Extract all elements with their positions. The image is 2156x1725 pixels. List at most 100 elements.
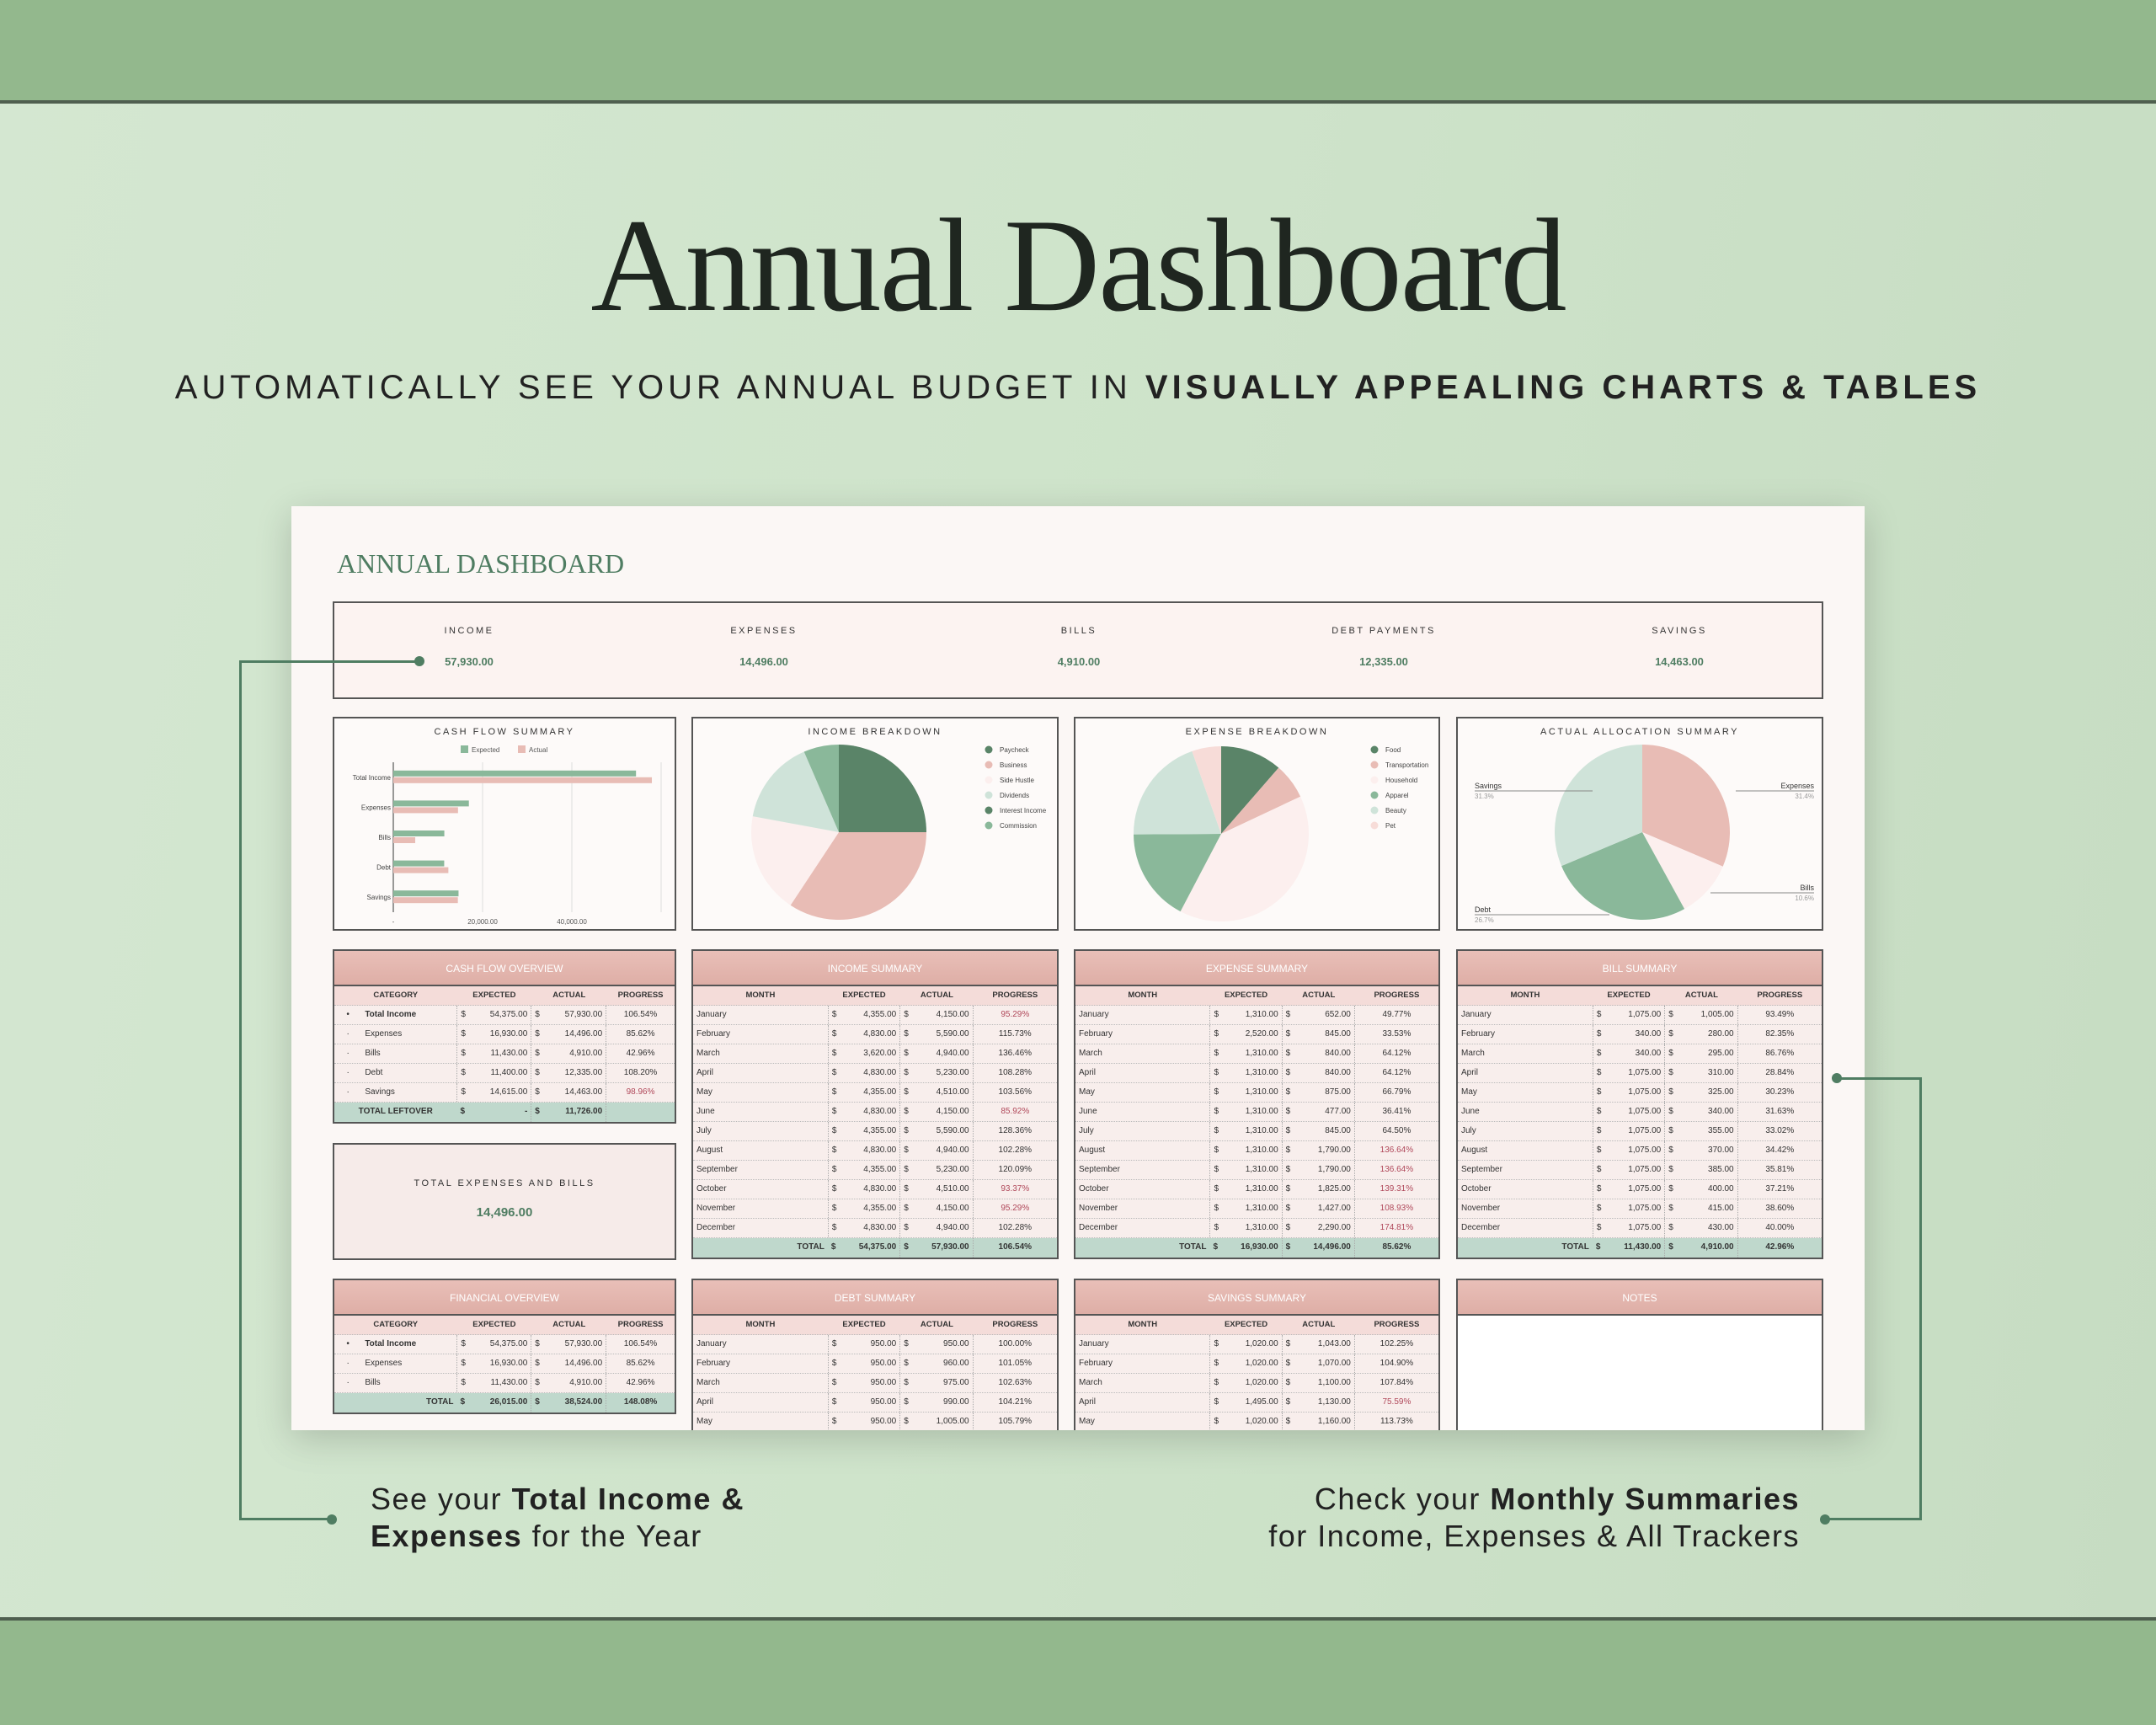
expected-value: 950.00	[846, 1335, 901, 1354]
progress-value: 40.00%	[1765, 1223, 1795, 1232]
subtitle-bold: VISUALLY APPEALING CHARTS & TABLES	[1145, 369, 1982, 406]
currency-sign: $	[1592, 1141, 1611, 1160]
currency-sign: $	[827, 1083, 846, 1102]
currency-sign: $	[904, 1397, 909, 1407]
total-expected: -	[474, 1103, 532, 1122]
callout-value: 10.6%	[1795, 895, 1814, 902]
expected-value: 340.00	[1610, 1044, 1666, 1063]
total-expenses-bills-value: 14,496.00	[476, 1205, 533, 1220]
column-header: MONTH	[1510, 991, 1540, 1000]
table-row: May $950.00 $1,005.00 105.79%	[693, 1413, 1057, 1430]
bullet-icon: ·	[346, 1049, 350, 1058]
annotation-right: Check your Monthly Summaries for Income,…	[1268, 1481, 1800, 1555]
progress-value: 115.73%	[998, 1029, 1032, 1039]
actual-value: 477.00	[1300, 1103, 1355, 1121]
x-tick-label: 20,000.00	[467, 918, 498, 926]
pie-slice-transportation	[1221, 767, 1301, 834]
progress-value: 36.41%	[1382, 1107, 1412, 1116]
column-header: ACTUAL	[552, 1320, 586, 1329]
total-expenses-bills-label: TOTAL EXPENSES AND BILLS	[414, 1178, 595, 1188]
progress-value: 33.02%	[1765, 1126, 1795, 1135]
progress-value: 102.28%	[998, 1223, 1033, 1232]
table-row: September $1,310.00 $1,790.00 136.64%	[1075, 1161, 1438, 1180]
actual-value: 4,910.00	[548, 1044, 607, 1063]
table-row: December $1,075.00 $430.00 40.00%	[1458, 1219, 1822, 1238]
currency-sign: $	[1285, 1010, 1291, 1019]
expected-value: 1,075.00	[1610, 1180, 1666, 1199]
currency-sign: $	[904, 1049, 909, 1058]
currency-sign: $	[1592, 1083, 1611, 1102]
progress-value: 120.09%	[998, 1165, 1033, 1174]
row-label: February	[696, 1029, 731, 1039]
hero-subtitle: AUTOMATICALLY SEE YOUR ANNUAL BUDGET IN …	[0, 369, 2156, 407]
currency-sign: $	[535, 1068, 540, 1077]
currency-sign: $	[1285, 1397, 1291, 1407]
legend-swatch	[461, 745, 468, 753]
legend-dot	[985, 821, 993, 830]
stat-label: DEBT PAYMENTS	[1331, 626, 1436, 636]
pie-slice-commission	[803, 745, 839, 832]
progress-value: 37.21%	[1765, 1184, 1795, 1194]
currency-sign: $	[535, 1339, 540, 1348]
pie-slice-bills	[1642, 832, 1723, 910]
expected-value: 1,310.00	[1228, 1006, 1283, 1024]
bar-actual	[393, 867, 449, 873]
y-category-label: Debt	[376, 864, 392, 872]
expected-value: 1,075.00	[1610, 1199, 1666, 1218]
row-label: March	[696, 1049, 720, 1058]
row-label: December	[1461, 1223, 1501, 1232]
expected-value: 1,310.00	[1228, 1083, 1283, 1102]
progress-value: 34.42%	[1765, 1146, 1795, 1155]
currency-sign: $	[1285, 1165, 1291, 1174]
progress-value: 108.20%	[623, 1068, 658, 1077]
row-label: October	[1079, 1184, 1109, 1194]
legend-label: Apparel	[1385, 792, 1409, 799]
row-label: September	[1461, 1165, 1502, 1174]
pie-slice-side-hustle	[751, 816, 839, 905]
column-header: MONTH	[745, 1320, 776, 1329]
currency-sign: $	[904, 1068, 909, 1077]
currency-sign: $	[827, 1103, 846, 1121]
callout-value: 26.7%	[1475, 916, 1494, 924]
row-label: March	[1461, 1049, 1485, 1058]
currency-sign: $	[827, 1335, 846, 1354]
table-row: December $1,310.00 $2,290.00 174.81%	[1075, 1219, 1438, 1238]
pie-chart-svg: Expenses 31.4% Bills 10.6% Debt 26.7% Savings 3…	[1475, 745, 1814, 924]
notes-area[interactable]	[1458, 1316, 1822, 1430]
table-row: March $340.00 $295.00 86.76%	[1458, 1044, 1822, 1064]
bar-actual	[393, 897, 458, 904]
callout-label: Bills	[1800, 884, 1814, 892]
expected-value: 950.00	[846, 1354, 901, 1373]
currency-sign: $	[904, 1126, 909, 1135]
currency-sign: $	[1595, 1242, 1601, 1252]
total-row: TOTAL $16,930.00 $14,496.00 85.62%	[1075, 1238, 1438, 1258]
total-actual: 38,524.00	[548, 1393, 607, 1413]
actual-value: 385.00	[1684, 1161, 1738, 1179]
currency-sign: $	[456, 1335, 473, 1354]
annotation-left: See your Total Income & Expenses for the…	[371, 1481, 744, 1555]
expense-summary-table: EXPENSE SUMMARY MONTH EXPECTED ACTUAL PROGRE…	[1074, 949, 1440, 1259]
expected-value: 4,355.00	[846, 1199, 901, 1218]
expected-value: 1,075.00	[1610, 1161, 1666, 1179]
pie-slice-savings	[1555, 745, 1642, 867]
actual-value: 12,335.00	[548, 1064, 607, 1082]
actual-value: 370.00	[1684, 1141, 1738, 1160]
table-row: · Expenses $16,930.00 $14,496.00 85.62%	[334, 1354, 675, 1374]
table-row: February $1,020.00 $1,070.00 104.90%	[1075, 1354, 1438, 1374]
progress-value: 102.28%	[998, 1146, 1033, 1155]
column-header: MONTH	[1128, 991, 1158, 1000]
currency-sign: $	[535, 1359, 540, 1368]
expected-value: 4,830.00	[846, 1025, 901, 1044]
table-row: April $1,310.00 $840.00 64.12%	[1075, 1064, 1438, 1083]
actual-value: 840.00	[1300, 1064, 1355, 1082]
currency-sign: $	[1285, 1126, 1291, 1135]
column-header-row: CATEGORY EXPECTED ACTUAL PROGRESS	[334, 986, 675, 1006]
currency-sign: $	[827, 1006, 846, 1024]
progress-value: 28.84%	[1765, 1068, 1795, 1077]
actual-value: 280.00	[1684, 1025, 1738, 1044]
legend-label: Side Hustle	[1000, 777, 1034, 784]
total-actual: 11,726.00	[548, 1103, 607, 1122]
progress-value: 31.63%	[1765, 1107, 1795, 1116]
actual-value: 400.00	[1684, 1180, 1738, 1199]
expected-value: 4,830.00	[846, 1180, 901, 1199]
